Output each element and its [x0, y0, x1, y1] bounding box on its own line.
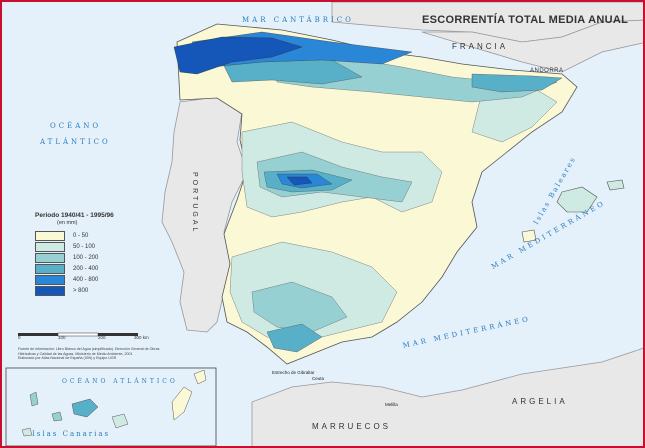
island-tenerife	[71, 398, 99, 418]
island-lanzarote	[193, 369, 207, 385]
country-label-francia: FRANCIA	[452, 42, 509, 51]
legend-row: > 800	[35, 285, 130, 296]
africa-land	[251, 347, 643, 446]
legend-swatch	[35, 252, 65, 263]
country-label-portugal: PORTUGAL	[191, 172, 198, 235]
legend: Periodo 1940/41 - 1995/96 (en mm) 0 - 50…	[35, 212, 130, 296]
island-gran-canaria	[111, 413, 129, 429]
runoff-zone-gt-800-galicia	[173, 36, 303, 75]
legend-label: 50 - 100	[73, 243, 96, 250]
island-ibiza	[521, 229, 537, 243]
legend-row: 0 - 50	[35, 230, 130, 241]
source-line-3: Elaborado por Atlas Nacional de España (…	[18, 356, 117, 361]
legend-swatch	[35, 285, 65, 296]
country-label-andorra: ANDORRA	[530, 68, 564, 74]
legend-label: 100 - 200	[73, 254, 99, 261]
legend-swatch	[35, 274, 65, 285]
scale-tick-300: 300 km	[134, 335, 149, 340]
legend-label: 400 - 800	[73, 276, 99, 283]
source-note: Fuente de información: Libro Blanco del …	[18, 347, 178, 361]
legend-row: 50 - 100	[35, 241, 130, 252]
place-label-estrecho: Estrecho de Gibraltar	[272, 370, 315, 375]
island-la-gomera	[51, 411, 63, 422]
france-south	[421, 19, 643, 73]
scale-bar	[18, 332, 138, 337]
scale-tick-200: 200	[98, 335, 106, 340]
scale-tick-100: 100	[58, 335, 66, 340]
legend-row: 100 - 200	[35, 252, 130, 263]
legend-heading: Periodo 1940/41 - 1995/96	[35, 212, 114, 219]
portugal-land	[161, 96, 248, 333]
runoff-zone-gt-800-gredos	[286, 176, 313, 186]
legend-swatch	[35, 263, 65, 274]
legend-swatch	[35, 241, 65, 252]
island-la-palma	[29, 391, 39, 407]
source-line-1: Fuente de información: Libro Blanco del …	[18, 347, 160, 351]
legend-row: 200 - 400	[35, 263, 130, 274]
legend-label: 200 - 400	[73, 265, 99, 272]
island-mallorca	[556, 186, 598, 213]
runoff-zone-200-400-pyrenees	[471, 73, 563, 93]
legend-unit: (en mm)	[57, 220, 78, 226]
island-fuerteventura	[171, 386, 193, 421]
sea-label-atlantico-1: OCÉANO	[50, 122, 102, 130]
country-label-marruecos: MARRUECOS	[312, 422, 392, 431]
islands-label-canarias: Islas Canarias	[32, 430, 111, 438]
sea-label-cantabrico: MAR CANTÁBRICO	[242, 16, 354, 24]
island-menorca	[606, 179, 625, 191]
sea-label-inset-atlantico: OCÉANO ATLÁNTICO	[62, 378, 178, 385]
map-title: ESCORRENTÍA TOTAL MEDIA ANUAL	[422, 14, 629, 26]
island-el-hierro	[21, 427, 33, 437]
country-label-argelia: ARGELIA	[512, 397, 568, 406]
sea-label-atlantico-2: ATLÁNTICO	[40, 138, 111, 146]
source-line-2: Hidráulicas y Calidad de las Aguas. Mini…	[18, 351, 133, 356]
runoff-zone-200-400-bética	[266, 323, 323, 353]
place-label-ceuta: Ceuta	[312, 376, 325, 381]
legend-row: 400 - 800	[35, 274, 130, 285]
scale-tick-0: 0	[18, 335, 21, 340]
place-label-melilla: Melilla	[385, 402, 398, 407]
legend-label: > 800	[73, 287, 89, 294]
legend-rows: 0 - 50 50 - 100 100 - 200 200 - 400 400 - 80…	[35, 230, 130, 296]
legend-label: 0 - 50	[73, 232, 89, 239]
runoff-zone-100-200-south	[251, 281, 348, 333]
legend-swatch	[35, 230, 65, 241]
